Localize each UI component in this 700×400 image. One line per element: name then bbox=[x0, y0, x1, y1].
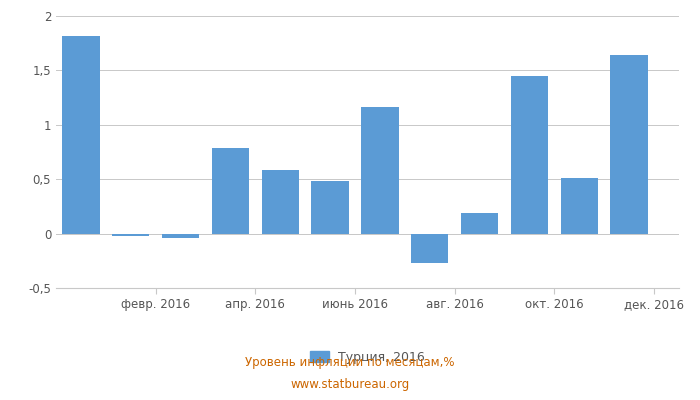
Bar bbox=[511, 76, 548, 234]
Bar bbox=[610, 55, 648, 234]
Bar bbox=[262, 170, 299, 234]
Bar bbox=[162, 234, 200, 238]
Bar bbox=[461, 213, 498, 234]
Text: www.statbureau.org: www.statbureau.org bbox=[290, 378, 410, 391]
Bar bbox=[312, 181, 349, 234]
Bar bbox=[211, 148, 249, 234]
Bar bbox=[561, 178, 598, 234]
Legend: Турция, 2016: Турция, 2016 bbox=[304, 346, 430, 369]
Bar bbox=[112, 234, 150, 236]
Bar bbox=[62, 36, 99, 234]
Bar bbox=[411, 234, 449, 263]
Bar bbox=[361, 107, 399, 234]
Text: Уровень инфляции по месяцам,%: Уровень инфляции по месяцам,% bbox=[245, 356, 455, 369]
